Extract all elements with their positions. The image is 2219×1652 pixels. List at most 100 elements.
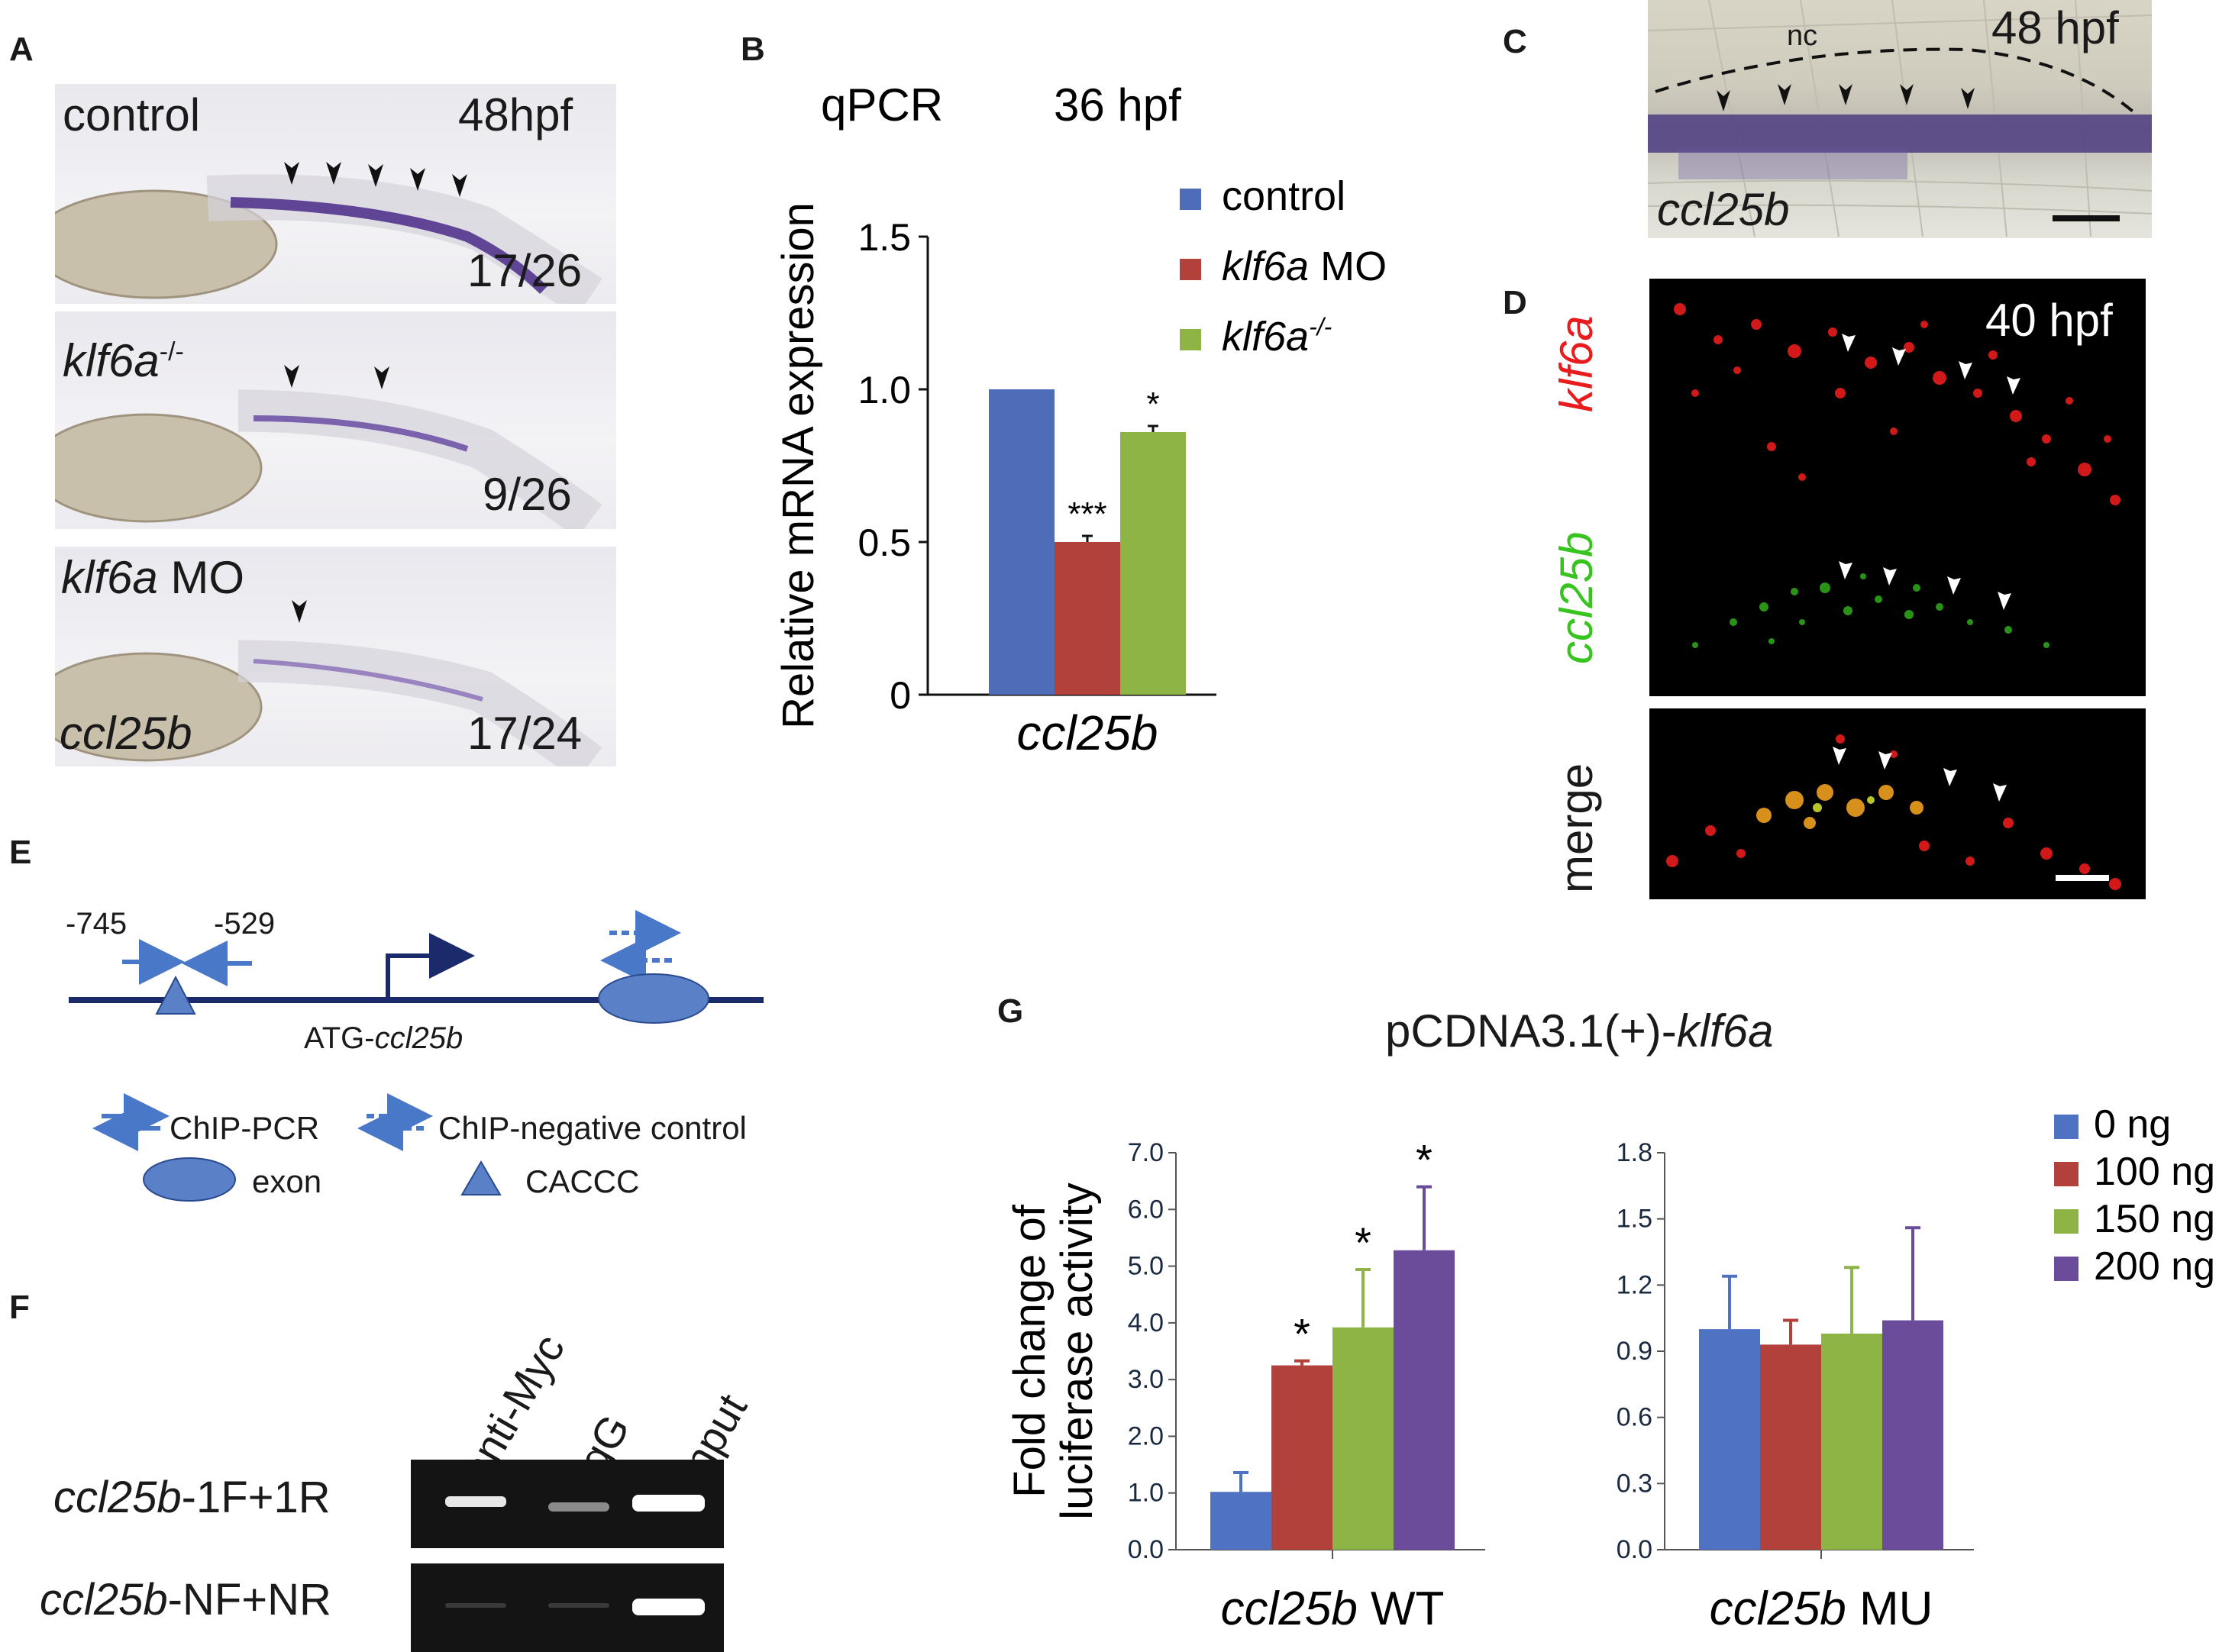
chart-g-legend-swatch	[2054, 1209, 2078, 1234]
chart-g-ytick-label: 3.0	[1128, 1365, 1164, 1394]
genotype-mo-name: klf6a	[61, 552, 158, 603]
panel-e-gene-label: ATG-ccl25b	[304, 1021, 463, 1056]
chart-g-legend-label: 200 ng	[2094, 1244, 2215, 1289]
chart-g-ylabel-1: Fold change of	[1005, 1204, 1055, 1498]
legend-exon: exon	[252, 1163, 322, 1199]
chart-g-legend-swatch	[2054, 1115, 2078, 1139]
panel-d-row-ccl25b: ccl25b	[1551, 531, 1602, 664]
panel-a-count-mo: 17/24	[467, 708, 583, 759]
chart-g-bar	[1394, 1250, 1455, 1550]
panel-g-wt-chart: 0.0 1.0 2.0 3.0 4.0 5.0 6.0 7.0 * * * ccl25b WT Fold…	[1005, 1136, 1485, 1635]
chart-b-sig: *	[1146, 386, 1159, 423]
chart-b-legend-label: control	[1222, 173, 1345, 219]
panel-e-pos1: -745	[66, 907, 128, 941]
chart-g-ytick-label: 6.0	[1128, 1195, 1164, 1224]
chart-g-bar	[1210, 1492, 1271, 1550]
chart-g-ytick-label: 0.0	[1128, 1535, 1164, 1564]
panel-a-image-mutant: klf6a-/- 9/26	[55, 311, 616, 529]
embryo-mutant-drawing	[55, 365, 602, 529]
chart-b-bar	[1120, 432, 1186, 695]
panel-c-drawing	[1648, 0, 2152, 237]
panel-label-e: E	[9, 834, 32, 871]
legend-chip-neg: ChIP-negative control	[438, 1110, 747, 1146]
chart-g-ytick-label: 5.0	[1128, 1252, 1164, 1281]
gene-label-prefix: ATG-	[304, 1021, 375, 1055]
chart-b-legend-swatch	[1180, 329, 1201, 350]
chart-g-ytick-label: 0.9	[1617, 1337, 1652, 1366]
genotype-mutant-sup: -/-	[159, 337, 184, 366]
chart-g-bar	[1760, 1344, 1821, 1550]
chart-g-ytick-label: 1.2	[1617, 1270, 1652, 1299]
panel-e-pos2: -529	[214, 907, 276, 941]
chart-g-legend-swatch	[2054, 1162, 2078, 1186]
chart-b-bar	[1055, 542, 1120, 695]
chart-g-bar	[1699, 1329, 1760, 1550]
panel-a-image-mo: klf6a MO ccl25b 17/24	[55, 547, 616, 766]
chart-g-xlabel: ccl25b MU	[1710, 1583, 1933, 1635]
chart-g-bar	[1882, 1320, 1943, 1550]
chart-g-xlabel: ccl25b WT	[1221, 1583, 1445, 1635]
chart-g-legend-label: 150 ng	[2094, 1197, 2215, 1241]
chart-g-ytick-label: 1.0	[1128, 1479, 1164, 1508]
panel-a-count-mutant: 9/26	[483, 469, 572, 520]
construct-gene: klf6a	[1676, 1005, 1774, 1057]
embryo-mo-drawing	[55, 600, 602, 766]
chart-b-ylabel: Relative mRNA expression	[774, 202, 823, 729]
panel-d-image-klf6a: 40 hpf	[1649, 279, 2146, 527]
genotype-mutant-name: klf6a	[63, 335, 160, 386]
chart-b-sig: ***	[1068, 495, 1106, 533]
panel-a-image-control: control 48hpf 17/26	[55, 84, 616, 304]
chart-g-ytick-label: 2.0	[1128, 1421, 1164, 1450]
panel-d-image-merge	[1649, 708, 2146, 899]
chart-g-ytick-label: 1.8	[1617, 1138, 1652, 1167]
embryo-control-drawing	[55, 162, 602, 304]
panel-c-gene: ccl25b	[1657, 184, 1790, 235]
chart-b-stage: 36 hpf	[1054, 79, 1181, 131]
panel-label-f: F	[9, 1289, 30, 1326]
row2-gene: ccl25b	[40, 1575, 168, 1625]
chart-g-ytick-label: 0.0	[1617, 1535, 1652, 1564]
merge-fluorescence	[1666, 734, 2121, 890]
chart-b-ytick-label: 1.5	[858, 216, 911, 259]
panel-c-image: nc 48 hpf ccl25b	[1648, 0, 2152, 238]
chart-g-legend-label: 100 ng	[2094, 1150, 2215, 1194]
chart-g-ytick-label: 7.0	[1128, 1138, 1164, 1167]
tss-arrow	[386, 933, 475, 1000]
row1-gene: ccl25b	[53, 1473, 182, 1522]
legend-caccc: CACCC	[525, 1163, 640, 1199]
chart-b-legend-label: klf6a-/-	[1222, 313, 1332, 360]
panel-a-count-control: 17/26	[467, 245, 583, 296]
panel-d-row-merge: merge	[1551, 763, 1602, 893]
klf6a-fluorescence	[1674, 303, 2120, 505]
gel-row-1	[411, 1460, 724, 1548]
panel-e-diagram	[69, 910, 764, 1202]
panel-c-stage: 48 hpf	[1991, 2, 2119, 53]
chart-g-ytick-label: 4.0	[1128, 1308, 1164, 1337]
construct-prefix: pCDNA3.1(+)-	[1385, 1005, 1677, 1057]
row1-suffix: -1F+1R	[181, 1473, 331, 1522]
chart-b-legend-label: klf6a MO	[1222, 244, 1387, 289]
gene-label-name: ccl25b	[374, 1021, 464, 1055]
panel-d-stage: 40 hpf	[1985, 295, 2113, 346]
panel-c-nc: nc	[1787, 20, 1818, 52]
chart-g-sig: *	[1294, 1310, 1310, 1358]
exon-ellipse	[598, 973, 709, 1024]
chart-g-ylabel-2: luciferase activity	[1052, 1183, 1102, 1520]
panel-a-gene: ccl25b	[60, 708, 192, 759]
chart-g-legend-label: 0 ng	[2094, 1102, 2171, 1147]
legend-chip-pcr: ChIP-PCR	[170, 1110, 320, 1146]
chart-b-ytick-label: 1.0	[858, 369, 911, 411]
chart-g-bar	[1332, 1327, 1394, 1550]
panel-label-c: C	[1503, 23, 1527, 60]
panel-d-image-ccl25b	[1649, 515, 2146, 696]
chart-b-bar	[989, 389, 1055, 695]
gel-row-2-label: ccl25b-NF+NR	[40, 1574, 331, 1625]
chart-g-ytick-label: 0.3	[1617, 1469, 1652, 1498]
gel-row-1-label: ccl25b-1F+1R	[53, 1472, 331, 1523]
panel-a-genotype-mo: klf6a MO	[61, 551, 244, 604]
chart-b-xlabel: ccl25b	[1017, 705, 1158, 760]
chart-g-bar	[1821, 1333, 1882, 1550]
panel-label-a: A	[9, 31, 34, 68]
panel-a-genotype-control: control	[63, 89, 201, 140]
